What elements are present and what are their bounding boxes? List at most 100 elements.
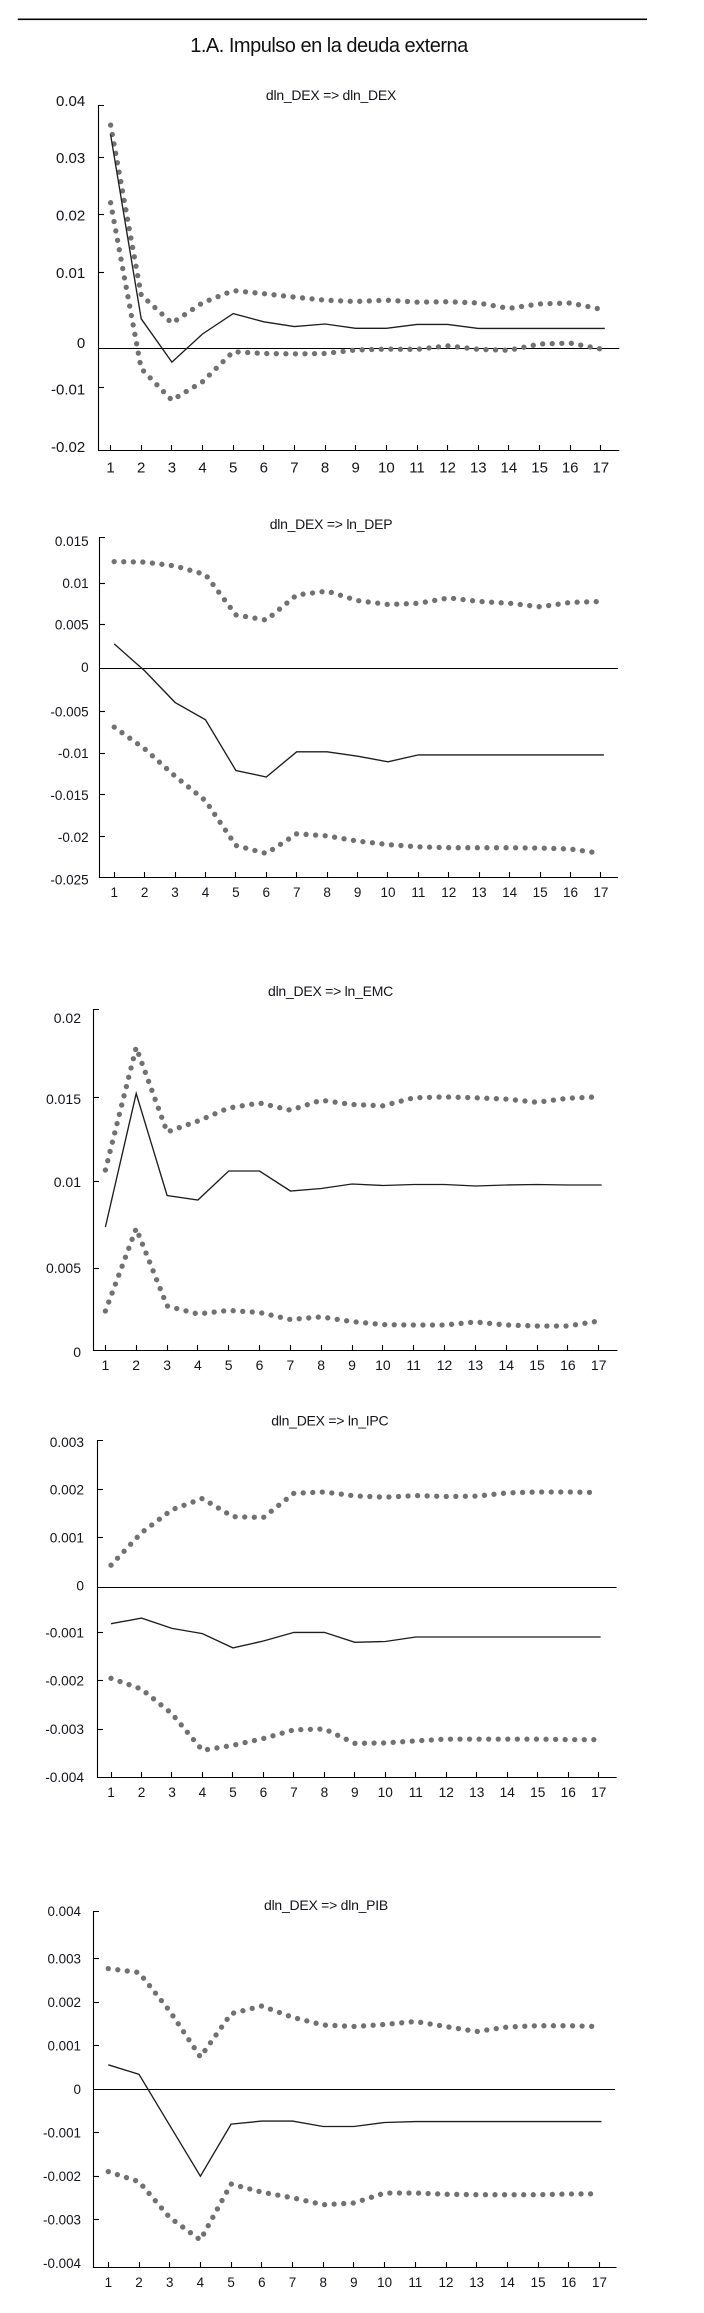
svg-text:10: 10 — [378, 1785, 394, 1800]
svg-text:7: 7 — [290, 460, 298, 477]
svg-text:0.03: 0.03 — [56, 150, 85, 167]
svg-text:17: 17 — [592, 460, 609, 477]
svg-text:9: 9 — [351, 1785, 359, 1800]
svg-text:8: 8 — [319, 2275, 326, 2290]
svg-text:dln_DEX => dln_PIB: dln_DEX => dln_PIB — [264, 1897, 388, 1913]
svg-text:5: 5 — [225, 1357, 233, 1373]
svg-text:13: 13 — [469, 2275, 484, 2290]
svg-text:14: 14 — [500, 2275, 515, 2290]
svg-text:12: 12 — [439, 2275, 454, 2290]
svg-text:9: 9 — [354, 885, 362, 900]
svg-text:1: 1 — [106, 460, 114, 477]
svg-text:12: 12 — [441, 885, 456, 900]
svg-text:6: 6 — [256, 1357, 264, 1373]
svg-text:1: 1 — [102, 1357, 110, 1373]
svg-text:4: 4 — [198, 460, 206, 477]
svg-text:14: 14 — [501, 460, 518, 477]
svg-text:-0.003: -0.003 — [43, 2213, 81, 2228]
svg-text:3: 3 — [171, 885, 179, 900]
svg-text:0: 0 — [76, 1579, 84, 1594]
svg-text:12: 12 — [437, 1357, 453, 1373]
svg-text:0: 0 — [74, 2082, 81, 2097]
svg-text:13: 13 — [472, 885, 487, 900]
svg-text:5: 5 — [229, 1785, 237, 1800]
svg-text:0.001: 0.001 — [50, 1531, 84, 1546]
svg-text:5: 5 — [227, 2275, 234, 2290]
svg-text:-0.004: -0.004 — [43, 2256, 82, 2271]
svg-text:-0.003: -0.003 — [45, 1722, 84, 1737]
svg-text:0.004: 0.004 — [47, 1904, 81, 1919]
svg-text:0.003: 0.003 — [47, 1952, 81, 1967]
svg-text:17: 17 — [591, 1357, 607, 1373]
svg-text:14: 14 — [498, 1357, 514, 1373]
svg-text:17: 17 — [591, 1785, 606, 1800]
svg-text:1.A. Impulso en la deuda exter: 1.A. Impulso en la deuda externa — [190, 35, 469, 57]
svg-text:5: 5 — [232, 885, 240, 900]
svg-text:-0.002: -0.002 — [45, 1674, 84, 1689]
svg-text:3: 3 — [168, 460, 176, 477]
svg-text:11: 11 — [409, 1785, 423, 1800]
svg-text:7: 7 — [287, 1357, 295, 1373]
svg-text:6: 6 — [260, 460, 268, 477]
svg-text:0.01: 0.01 — [62, 576, 88, 591]
svg-text:2: 2 — [137, 460, 145, 477]
svg-text:9: 9 — [350, 2275, 357, 2290]
svg-text:10: 10 — [378, 460, 395, 477]
svg-text:16: 16 — [562, 460, 579, 477]
svg-text:16: 16 — [560, 1357, 576, 1373]
svg-text:17: 17 — [593, 885, 608, 900]
svg-text:12: 12 — [439, 1785, 454, 1800]
svg-text:13: 13 — [468, 1357, 484, 1373]
svg-text:0.003: 0.003 — [50, 1435, 85, 1450]
svg-text:8: 8 — [323, 885, 331, 900]
svg-text:-0.005: -0.005 — [50, 704, 88, 719]
svg-text:2: 2 — [135, 2275, 142, 2290]
svg-text:0.001: 0.001 — [47, 2039, 81, 2054]
svg-text:0: 0 — [73, 1344, 81, 1360]
svg-text:8: 8 — [321, 1785, 329, 1800]
svg-text:2: 2 — [141, 885, 149, 900]
svg-text:0.02: 0.02 — [54, 1010, 81, 1026]
svg-text:13: 13 — [470, 460, 487, 477]
svg-text:-0.001: -0.001 — [43, 2126, 81, 2141]
svg-text:-0.01: -0.01 — [58, 746, 89, 761]
svg-text:-0.02: -0.02 — [51, 439, 85, 456]
svg-text:10: 10 — [377, 2275, 392, 2290]
svg-text:0: 0 — [81, 660, 89, 675]
svg-text:16: 16 — [561, 1785, 577, 1800]
svg-text:10: 10 — [375, 1357, 391, 1373]
svg-text:11: 11 — [408, 2275, 422, 2290]
svg-text:3: 3 — [163, 1357, 171, 1373]
svg-text:dln_DEX => ln_EMC: dln_DEX => ln_EMC — [268, 983, 393, 999]
svg-text:dln_DEX => ln_DEP: dln_DEX => ln_DEP — [270, 516, 393, 532]
svg-text:-0.004: -0.004 — [45, 1770, 84, 1785]
svg-text:11: 11 — [406, 1357, 421, 1373]
svg-text:0.002: 0.002 — [50, 1483, 84, 1498]
svg-text:0.01: 0.01 — [54, 1174, 81, 1190]
svg-text:15: 15 — [533, 885, 548, 900]
svg-text:4: 4 — [197, 2275, 205, 2290]
svg-text:0.002: 0.002 — [47, 1995, 81, 2010]
svg-text:0.005: 0.005 — [46, 1260, 81, 1276]
svg-text:3: 3 — [168, 1785, 176, 1800]
svg-text:6: 6 — [258, 2275, 265, 2290]
svg-text:7: 7 — [290, 1785, 298, 1800]
svg-text:7: 7 — [289, 2275, 296, 2290]
svg-text:6: 6 — [260, 1785, 268, 1800]
svg-text:4: 4 — [202, 885, 210, 900]
svg-text:11: 11 — [411, 885, 425, 900]
svg-text:-0.001: -0.001 — [45, 1626, 84, 1641]
svg-text:16: 16 — [563, 885, 578, 900]
svg-text:16: 16 — [561, 2275, 576, 2290]
svg-text:12: 12 — [439, 460, 456, 477]
svg-text:13: 13 — [469, 1785, 485, 1800]
svg-text:0.02: 0.02 — [56, 208, 85, 225]
svg-text:15: 15 — [531, 2275, 546, 2290]
svg-text:1: 1 — [105, 2275, 112, 2290]
svg-text:8: 8 — [317, 1357, 325, 1373]
svg-text:4: 4 — [194, 1357, 202, 1373]
svg-text:0.04: 0.04 — [56, 93, 85, 110]
svg-text:9: 9 — [352, 460, 360, 477]
svg-text:17: 17 — [592, 2275, 607, 2290]
svg-text:2: 2 — [132, 1357, 140, 1373]
